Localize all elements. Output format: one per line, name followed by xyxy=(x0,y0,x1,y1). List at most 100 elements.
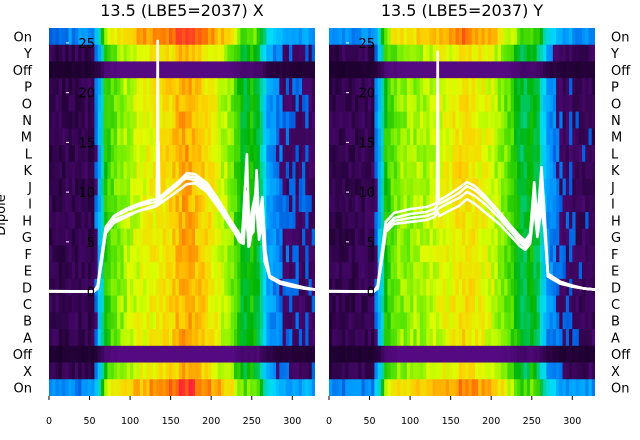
heatmap-cell xyxy=(393,262,398,280)
heatmap-cell xyxy=(345,212,350,230)
heatmap-cell xyxy=(152,262,157,280)
heatmap-cell xyxy=(143,128,147,146)
heatmap-cell xyxy=(110,312,115,330)
heatmap-cell xyxy=(348,245,353,263)
heatmap-cell xyxy=(559,245,564,263)
heatmap-cell xyxy=(384,94,388,113)
heatmap-cell xyxy=(305,228,310,246)
heatmap-cell xyxy=(572,362,577,380)
dipole-label: C xyxy=(23,298,32,313)
heatmap-cell xyxy=(298,212,303,230)
heatmap-cell xyxy=(491,78,496,96)
ytick-label: 20 xyxy=(358,87,375,102)
heatmap-cell xyxy=(572,262,577,280)
heatmap-cell xyxy=(462,329,466,347)
heatmap-cell xyxy=(387,145,392,163)
heatmap-cell xyxy=(572,44,577,62)
heatmap-cell xyxy=(387,178,392,196)
heatmap-cell xyxy=(188,312,193,330)
heatmap-cell xyxy=(68,362,73,380)
heatmap-cell xyxy=(354,78,359,96)
heatmap-cell xyxy=(165,145,170,163)
heatmap-cell xyxy=(374,195,379,213)
heatmap-cell xyxy=(484,28,489,46)
heatmap-cell xyxy=(533,78,538,96)
heatmap-cell xyxy=(91,28,96,46)
heatmap-cell xyxy=(81,61,86,79)
heatmap-cell xyxy=(559,44,564,62)
heatmap-cell xyxy=(107,362,112,380)
heatmap-cell xyxy=(117,44,121,62)
heatmap-cell xyxy=(133,28,138,46)
heatmap-cell xyxy=(104,212,108,230)
heatmap-cell xyxy=(513,128,518,146)
heatmap-cell xyxy=(240,295,245,313)
heatmap-cell xyxy=(165,228,170,246)
heatmap-cell xyxy=(478,195,483,213)
heatmap-cell xyxy=(292,111,297,129)
heatmap-cell xyxy=(562,128,567,146)
heatmap-cell xyxy=(429,228,434,246)
heatmap-cell xyxy=(429,362,434,380)
heatmap-cell xyxy=(533,161,538,179)
heatmap-cell xyxy=(426,111,431,129)
dipole-label: K xyxy=(611,164,620,179)
heatmap-cell xyxy=(256,61,261,79)
heatmap-cell xyxy=(468,278,473,297)
heatmap-cell xyxy=(272,329,277,347)
heatmap-cell xyxy=(559,329,564,347)
heatmap-cell xyxy=(269,78,274,96)
heatmap-cell xyxy=(104,362,108,380)
series-line xyxy=(329,190,595,293)
heatmap-cell xyxy=(452,61,457,79)
heatmap-cell xyxy=(263,111,267,129)
heatmap-cell xyxy=(465,61,470,79)
xtick-label: 50 xyxy=(84,416,96,427)
heatmap-cell xyxy=(78,212,83,230)
heatmap-cell xyxy=(329,362,333,380)
heatmap-cell xyxy=(341,262,346,280)
heatmap-cell xyxy=(191,212,196,230)
heatmap-cell xyxy=(201,111,206,129)
heatmap-cell xyxy=(298,44,303,62)
heatmap-cell xyxy=(237,312,241,330)
heatmap-cell xyxy=(292,28,297,46)
heatmap-cell xyxy=(178,329,183,347)
heatmap-cell xyxy=(510,44,515,62)
heatmap-cell xyxy=(169,212,173,230)
heatmap-cell xyxy=(107,61,112,79)
heatmap-cell xyxy=(432,245,437,263)
heatmap-cell xyxy=(497,178,502,196)
heatmap-cell xyxy=(471,278,476,297)
heatmap-cell xyxy=(341,295,346,313)
heatmap-cell xyxy=(452,111,457,129)
heatmap-cell xyxy=(253,362,258,380)
heatmap-cell xyxy=(442,145,447,163)
heatmap-cell xyxy=(298,312,303,330)
heatmap-cell xyxy=(478,178,483,196)
heatmap-cell xyxy=(214,61,219,79)
heatmap-cell xyxy=(123,379,128,396)
heatmap-cell xyxy=(419,278,424,297)
heatmap-cell xyxy=(165,295,170,313)
heatmap-cell xyxy=(423,195,427,213)
heatmap-cell xyxy=(204,128,209,146)
heatmap-cell xyxy=(113,262,118,280)
heatmap-cell xyxy=(240,61,245,79)
heatmap-cell xyxy=(455,312,460,330)
heatmap-cell xyxy=(439,278,444,297)
heatmap-cell xyxy=(71,111,76,129)
heatmap-cell xyxy=(55,245,60,263)
heatmap-cell xyxy=(104,94,108,113)
heatmap-cell xyxy=(481,295,486,313)
heatmap-cell xyxy=(432,212,437,230)
heatmap-cell xyxy=(403,362,408,380)
heatmap-cell xyxy=(513,94,518,113)
heatmap-cell xyxy=(175,212,180,230)
heatmap-cell xyxy=(510,262,515,280)
heatmap-cell xyxy=(285,161,290,179)
heatmap-cell xyxy=(133,94,138,113)
heatmap-cell xyxy=(230,345,235,363)
heatmap-cell xyxy=(364,145,369,163)
heatmap-cell xyxy=(442,161,447,179)
